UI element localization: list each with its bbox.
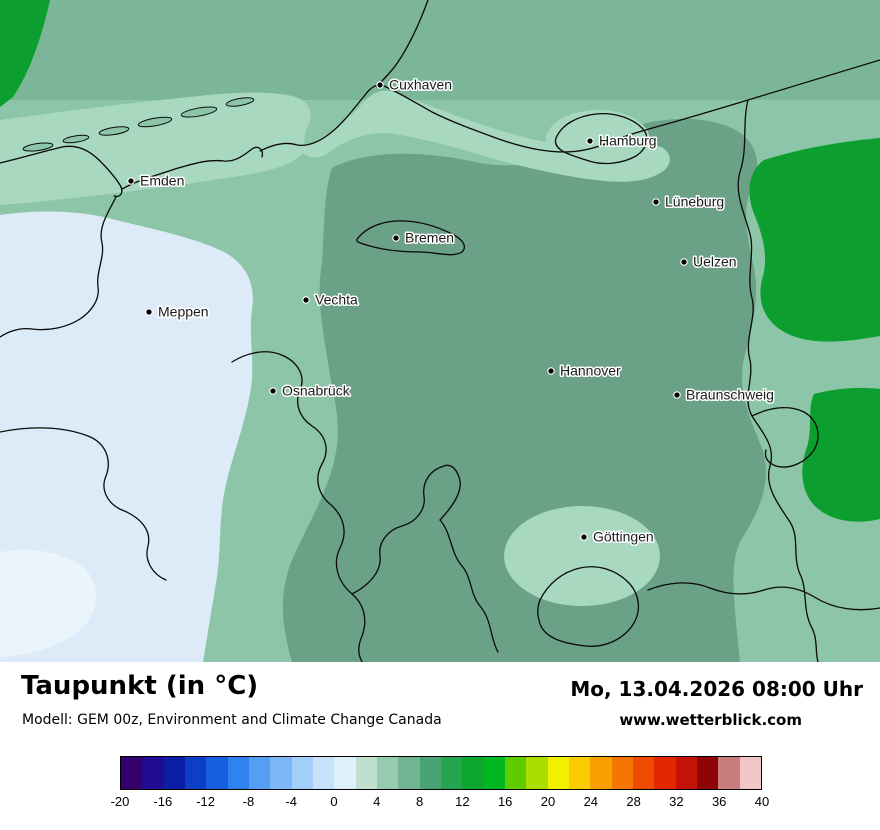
colorbar-tick-8: 8 xyxy=(415,794,424,809)
colorbar-tick-32: 32 xyxy=(669,794,684,809)
datetime-label: Mo, 13.04.2026 08:00 Uhr xyxy=(570,677,863,701)
southern-state-borders xyxy=(231,351,880,662)
colorbar xyxy=(120,756,762,790)
colorbar-segment xyxy=(568,757,591,789)
colorbar-segment xyxy=(398,757,420,789)
colorbar-segment xyxy=(462,757,484,789)
city-label-vechta: Vechta xyxy=(315,292,358,308)
colorbar-segment xyxy=(142,757,164,789)
city-label-emden: Emden xyxy=(140,173,184,189)
colorbar-tick--16: -16 xyxy=(153,794,173,809)
map-region-palest-pocket xyxy=(0,549,96,657)
colorbar-segment xyxy=(291,757,313,789)
colorbar-segment xyxy=(334,757,356,789)
colorbar-segment xyxy=(248,757,271,789)
map-region-bright-east-upper xyxy=(749,138,880,342)
city-label-osnabrck: Osnabrück xyxy=(282,383,351,399)
model-label: Modell: GEM 00z, Environment and Climate… xyxy=(22,712,442,728)
colorbar-segment xyxy=(504,757,527,789)
colorbar-segment xyxy=(376,757,399,789)
map-region-goettingen-pocket xyxy=(504,506,660,606)
colorbar-tick--4: -4 xyxy=(285,794,297,809)
weather-map: Cuxhaven Hamburg Emden Lüneburg Bremen Uelzen… xyxy=(0,0,880,662)
eastern-state-border xyxy=(737,99,819,662)
colorbar-segment xyxy=(483,757,505,789)
city-label-hamburg: Hamburg xyxy=(599,133,657,149)
dutch-border xyxy=(0,196,167,581)
city-dot-lneburg xyxy=(652,198,660,206)
colorbar-tick-28: 28 xyxy=(626,794,641,809)
colorbar-segment xyxy=(611,757,633,789)
colorbar-segment xyxy=(718,757,740,789)
city-dot-hannover xyxy=(547,367,555,375)
page-title: Taupunkt (in °C) xyxy=(21,671,259,701)
city-dot-cuxhaven xyxy=(376,81,384,89)
colorbar-segment xyxy=(163,757,185,789)
city-dot-osnabrck xyxy=(269,387,277,395)
city-label-hannover: Hannover xyxy=(560,363,621,379)
colorbar-segment xyxy=(440,757,463,789)
city-dot-uelzen xyxy=(680,258,688,266)
colorbar-segment xyxy=(632,757,655,789)
colorbar-tick-4: 4 xyxy=(373,794,381,809)
colorbar-segment xyxy=(739,757,761,789)
map-region-bright-east-lower xyxy=(802,387,880,522)
colorbar-tick-36: 36 xyxy=(711,794,727,809)
city-label-cuxhaven: Cuxhaven xyxy=(389,77,452,93)
colorbar-tick-24: 24 xyxy=(583,794,599,809)
colorbar-tick--8: -8 xyxy=(242,794,255,809)
frisian-islands xyxy=(22,97,255,152)
colorbar-tick-16: 16 xyxy=(497,794,513,809)
website-label: www.wetterblick.com xyxy=(619,711,802,729)
city-label-gttingen: Göttingen xyxy=(593,529,654,545)
colorbar-segment xyxy=(654,757,676,789)
city-dot-emden xyxy=(127,177,135,185)
map-region-pale-west xyxy=(0,211,253,662)
city-label-uelzen: Uelzen xyxy=(693,254,737,270)
map-region-bright-northwest-corner xyxy=(0,0,50,107)
colorbar-segment xyxy=(355,757,377,789)
city-dot-gttingen xyxy=(580,533,588,541)
colorbar-tick--12: -12 xyxy=(196,794,215,809)
colorbar-segment xyxy=(121,757,143,789)
colorbar-segment xyxy=(227,757,249,789)
city-label-bremen: Bremen xyxy=(405,230,454,246)
colorbar-tick-20: 20 xyxy=(540,794,556,809)
city-dot-bremen xyxy=(392,234,400,242)
city-dot-hamburg xyxy=(586,137,594,145)
colorbar-tick-12: 12 xyxy=(455,794,470,809)
city-label-meppen: Meppen xyxy=(158,304,209,320)
city-label-lneburg: Lüneburg xyxy=(665,194,724,210)
colorbar-tick-40: 40 xyxy=(754,794,770,809)
map-region-coastal-mint xyxy=(0,92,311,205)
colorbar-segment xyxy=(312,757,335,789)
colorbar-segment xyxy=(206,757,228,789)
colorbar-segment xyxy=(675,757,697,789)
colorbar-segment xyxy=(270,757,292,789)
map-region-north-band xyxy=(0,0,880,100)
colorbar-tick--20: -20 xyxy=(110,794,130,809)
colorbar-segment xyxy=(547,757,569,789)
colorbar-segment xyxy=(696,757,719,789)
colorbar-segment xyxy=(590,757,612,789)
colorbar-tick-0: 0 xyxy=(330,794,338,809)
city-label-braunschweig: Braunschweig xyxy=(686,387,774,403)
colorbar-segment xyxy=(419,757,441,789)
city-markers: Cuxhaven Hamburg Emden Lüneburg Bremen Uelzen… xyxy=(127,75,775,546)
coastline-and-elbe-border xyxy=(0,0,880,198)
colorbar-segment xyxy=(526,757,548,789)
map-region-dewpoint-dark xyxy=(282,118,766,662)
city-dot-meppen xyxy=(145,308,153,316)
colorbar-ticks: -20 -16 -12 -8 -4 0 4 8 12 16 20 24 28 32 36 40 xyxy=(0,794,880,812)
city-dot-vechta xyxy=(302,296,310,304)
city-dot-braunschweig xyxy=(673,391,681,399)
colorbar-segment xyxy=(184,757,207,789)
border-lines xyxy=(0,0,880,662)
city-state-enclave-borders xyxy=(356,112,648,256)
